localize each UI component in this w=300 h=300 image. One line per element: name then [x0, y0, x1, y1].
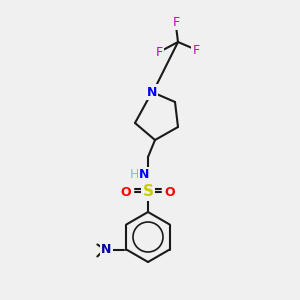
Text: H: H	[129, 169, 139, 182]
Text: F: F	[192, 44, 200, 58]
Text: N: N	[147, 85, 157, 98]
Text: N: N	[101, 243, 112, 256]
Text: S: S	[142, 184, 154, 200]
Text: O: O	[165, 185, 175, 199]
Text: N: N	[139, 169, 149, 182]
Text: O: O	[121, 185, 131, 199]
Text: F: F	[155, 46, 163, 59]
Text: F: F	[172, 16, 180, 28]
